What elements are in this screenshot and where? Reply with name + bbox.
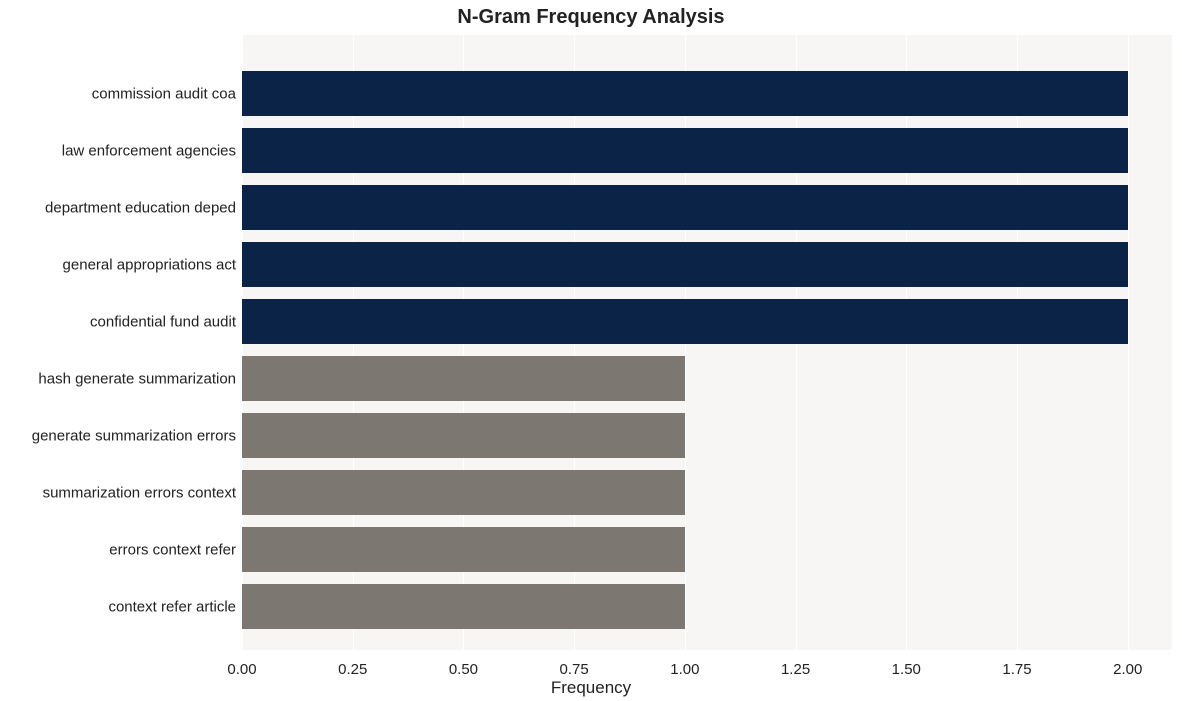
x-tick-label: 0.25 xyxy=(338,661,367,678)
bar-row: department education deped xyxy=(242,185,1172,230)
y-tick-label: errors context refer xyxy=(109,541,236,558)
bar-row: general appropriations act xyxy=(242,242,1172,287)
x-tick-label: 2.00 xyxy=(1113,661,1142,678)
y-tick-label: generate summarization errors xyxy=(32,427,236,444)
y-tick-label: context refer article xyxy=(108,598,236,615)
bar xyxy=(242,413,685,458)
x-tick-label: 1.00 xyxy=(670,661,699,678)
x-tick-label: 0.50 xyxy=(449,661,478,678)
bar-row: generate summarization errors xyxy=(242,413,1172,458)
bar xyxy=(242,242,1128,287)
chart-title: N-Gram Frequency Analysis xyxy=(0,6,1182,29)
y-tick-label: hash generate summarization xyxy=(38,370,236,387)
bar xyxy=(242,71,1128,116)
y-tick-label: confidential fund audit xyxy=(90,313,236,330)
ngram-frequency-chart: N-Gram Frequency Analysis 0.000.250.500.… xyxy=(0,0,1182,701)
bar-row: context refer article xyxy=(242,584,1172,629)
bar xyxy=(242,584,685,629)
bar-row: confidential fund audit xyxy=(242,299,1172,344)
bar-row: commission audit coa xyxy=(242,71,1172,116)
bar xyxy=(242,128,1128,173)
bar xyxy=(242,527,685,572)
bar-row: summarization errors context xyxy=(242,470,1172,515)
y-tick-label: summarization errors context xyxy=(43,484,236,501)
bar xyxy=(242,185,1128,230)
bar xyxy=(242,470,685,515)
bar-row: errors context refer xyxy=(242,527,1172,572)
y-tick-label: commission audit coa xyxy=(92,85,236,102)
bar xyxy=(242,299,1128,344)
x-tick-label: 1.50 xyxy=(892,661,921,678)
bar-row: law enforcement agencies xyxy=(242,128,1172,173)
y-tick-label: general appropriations act xyxy=(63,256,236,273)
plot-area: 0.000.250.500.751.001.251.501.752.00comm… xyxy=(242,35,1172,650)
bar xyxy=(242,356,685,401)
x-tick-label: 1.75 xyxy=(1002,661,1031,678)
bar-row: hash generate summarization xyxy=(242,356,1172,401)
y-tick-label: department education deped xyxy=(45,199,236,216)
x-tick-label: 0.00 xyxy=(227,661,256,678)
x-tick-label: 0.75 xyxy=(560,661,589,678)
y-tick-label: law enforcement agencies xyxy=(62,142,236,159)
x-tick-label: 1.25 xyxy=(781,661,810,678)
x-axis-label: Frequency xyxy=(0,678,1182,698)
